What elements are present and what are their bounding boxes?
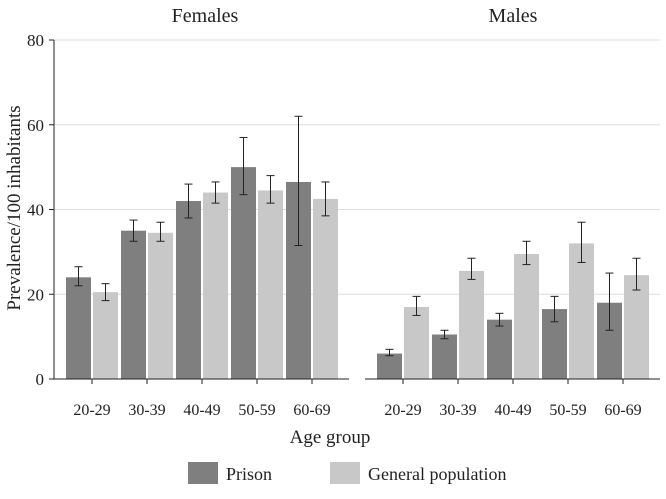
panel-title-females: Females xyxy=(172,5,239,27)
bar-general-population xyxy=(148,232,173,379)
x-tick-label: 50-59 xyxy=(549,402,586,419)
x-tick-label: 60-69 xyxy=(293,402,330,419)
bar-general-population xyxy=(624,275,649,379)
bar-prison xyxy=(121,230,146,379)
bars xyxy=(66,167,649,379)
x-tick-label: 50-59 xyxy=(238,402,275,419)
x-tick-label: 30-39 xyxy=(439,402,476,419)
bar-general-population xyxy=(258,190,283,379)
y-tick-label: 80 xyxy=(27,31,44,50)
x-tick-label: 20-29 xyxy=(73,402,110,419)
bar-general-population xyxy=(93,292,118,379)
bar-general-population xyxy=(514,253,539,379)
legend: Prison General population xyxy=(188,462,506,484)
bar-general-population xyxy=(569,243,594,379)
error-bars xyxy=(74,115,641,357)
axes: 0 20 40 60 80 20-29 30-39 40-49 50-59 60-69 20-29 3… xyxy=(27,31,660,419)
bar-prison xyxy=(66,277,91,379)
x-tick-label: 40-49 xyxy=(183,402,220,419)
panel-title-males: Males xyxy=(489,5,538,27)
bar-prison xyxy=(377,353,402,379)
bar-prison xyxy=(176,201,201,379)
y-tick-label: 60 xyxy=(27,116,44,135)
y-tick-label: 40 xyxy=(27,201,44,220)
legend-label-general-population: General population xyxy=(368,464,506,484)
x-tick-label: 20-29 xyxy=(384,402,421,419)
bar-prison xyxy=(487,319,512,379)
legend-label-prison: Prison xyxy=(226,464,272,484)
bar-general-population xyxy=(203,192,228,379)
x-tick-label: 40-49 xyxy=(494,402,531,419)
legend-swatch-general-population xyxy=(330,462,360,484)
labels: Females Males Prevalence/100 inhabitants… xyxy=(4,5,538,448)
x-tick-label: 30-39 xyxy=(128,402,165,419)
x-axis-title: Age group xyxy=(290,427,371,448)
bar-general-population xyxy=(313,198,338,379)
y-tick-label: 0 xyxy=(36,370,45,389)
legend-swatch-prison xyxy=(188,462,218,484)
bar-general-population xyxy=(404,306,429,379)
bar-prison xyxy=(231,167,256,379)
bar-prison xyxy=(432,334,457,379)
y-tick-label: 20 xyxy=(27,285,44,304)
x-tick-label: 60-69 xyxy=(604,402,641,419)
bar-general-population xyxy=(459,270,484,379)
grid xyxy=(54,39,660,295)
y-axis-title: Prevalence/100 inhabitants xyxy=(4,105,25,310)
